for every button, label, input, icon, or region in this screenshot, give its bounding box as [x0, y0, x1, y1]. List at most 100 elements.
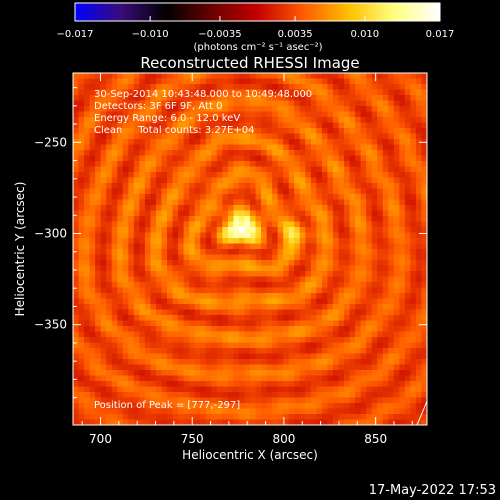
heatmap-cell: [283, 260, 290, 267]
heatmap-cell: [194, 106, 201, 113]
heatmap-cell: [194, 282, 201, 289]
heatmap-cell: [78, 381, 85, 388]
heatmap-cell: [250, 414, 257, 421]
heatmap-cell: [332, 117, 340, 124]
heatmap-cell: [371, 122, 378, 129]
heatmap-cell: [111, 348, 118, 355]
heatmap-cell: [382, 100, 389, 107]
heatmap-cell: [283, 89, 290, 96]
heatmap-cell: [305, 370, 312, 377]
heatmap-cell: [332, 205, 340, 212]
heatmap-cell: [305, 243, 312, 250]
heatmap-cell: [332, 232, 340, 239]
heatmap-cell: [111, 298, 118, 305]
heatmap-cell: [332, 414, 340, 421]
heatmap-cell: [111, 392, 118, 399]
heatmap-cell: [272, 386, 279, 393]
heatmap-cell: [288, 392, 295, 399]
heatmap-cell: [122, 232, 129, 239]
heatmap-cell: [338, 78, 345, 85]
heatmap-cell: [189, 238, 196, 245]
heatmap-cell: [261, 199, 268, 206]
heatmap-cell: [404, 210, 412, 217]
heatmap-cell: [399, 89, 406, 96]
heatmap-cell: [294, 386, 301, 393]
heatmap-cell: [183, 304, 190, 311]
heatmap-cell: [183, 139, 190, 146]
heatmap-cell: [377, 117, 384, 124]
plot-frame: [72, 72, 428, 426]
heatmap-cell: [288, 403, 295, 410]
heatmap-cell: [238, 199, 246, 206]
heatmap-cell: [344, 381, 351, 388]
heatmap-cell: [261, 144, 268, 151]
heatmap-cell: [421, 106, 427, 113]
heatmap-cell: [100, 205, 107, 212]
heatmap-cell: [355, 78, 362, 85]
heatmap-cell: [266, 78, 273, 85]
heatmap-cell: [421, 386, 427, 393]
heatmap-cell: [366, 106, 373, 113]
heatmap-cell: [244, 271, 251, 278]
heatmap-cell: [244, 221, 251, 228]
heatmap-cell: [410, 364, 417, 371]
heatmap-cell: [216, 210, 223, 217]
heatmap-cell: [399, 111, 406, 118]
heatmap-cell: [178, 210, 185, 217]
heatmap-cell: [222, 106, 229, 113]
heatmap-cell: [111, 359, 118, 366]
heatmap-cell: [366, 364, 373, 371]
heatmap-cell: [393, 199, 400, 206]
heatmap-cell: [194, 364, 201, 371]
colorbar-tick-label: 0.010: [351, 29, 380, 40]
heatmap-cell: [310, 95, 317, 102]
heatmap-cell: [155, 122, 163, 129]
heatmap-cell: [211, 419, 218, 425]
heatmap-cell: [338, 260, 345, 267]
heatmap-cell: [200, 386, 207, 393]
heatmap-cell: [316, 243, 323, 250]
heatmap-cell: [200, 359, 207, 366]
heatmap-cell: [84, 419, 91, 425]
heatmap-cell: [266, 254, 273, 261]
heatmap-cell: [183, 238, 190, 245]
heatmap-cell: [310, 276, 317, 283]
heatmap-cell: [332, 243, 340, 250]
heatmap-cell: [73, 326, 80, 333]
heatmap-cell: [371, 144, 378, 151]
heatmap-cell: [172, 397, 179, 404]
heatmap-cell: [172, 370, 179, 377]
heatmap-cell: [150, 348, 157, 355]
heatmap-cell: [133, 315, 140, 322]
heatmap-cell: [122, 106, 129, 113]
heatmap-cell: [233, 331, 240, 338]
heatmap-cell: [194, 320, 201, 327]
heatmap-cell: [382, 210, 389, 217]
heatmap-cell: [84, 111, 91, 118]
heatmap-cell: [161, 304, 168, 311]
heatmap-cell: [382, 359, 389, 366]
heatmap-cell: [178, 111, 185, 118]
heatmap-cell: [194, 227, 201, 234]
heatmap-cell: [310, 331, 317, 338]
heatmap-cell: [332, 419, 340, 425]
heatmap-cell: [415, 271, 423, 278]
heatmap-cell: [216, 89, 223, 96]
heatmap-cell: [382, 419, 389, 425]
heatmap-cell: [344, 348, 351, 355]
heatmap-cell: [360, 188, 367, 195]
heatmap-cell: [128, 326, 135, 333]
heatmap-cell: [128, 216, 135, 223]
heatmap-cell: [377, 348, 384, 355]
heatmap-cell: [332, 73, 340, 80]
heatmap-cell: [399, 122, 406, 129]
heatmap-cell: [150, 106, 157, 113]
heatmap-cell: [238, 419, 246, 425]
heatmap-cell: [388, 221, 395, 228]
heatmap-cell: [294, 221, 301, 228]
heatmap-cell: [95, 414, 102, 421]
heatmap-cell: [139, 183, 146, 190]
heatmap-cell: [133, 254, 140, 261]
heatmap-cell: [117, 139, 124, 146]
heatmap-cell: [122, 133, 129, 140]
